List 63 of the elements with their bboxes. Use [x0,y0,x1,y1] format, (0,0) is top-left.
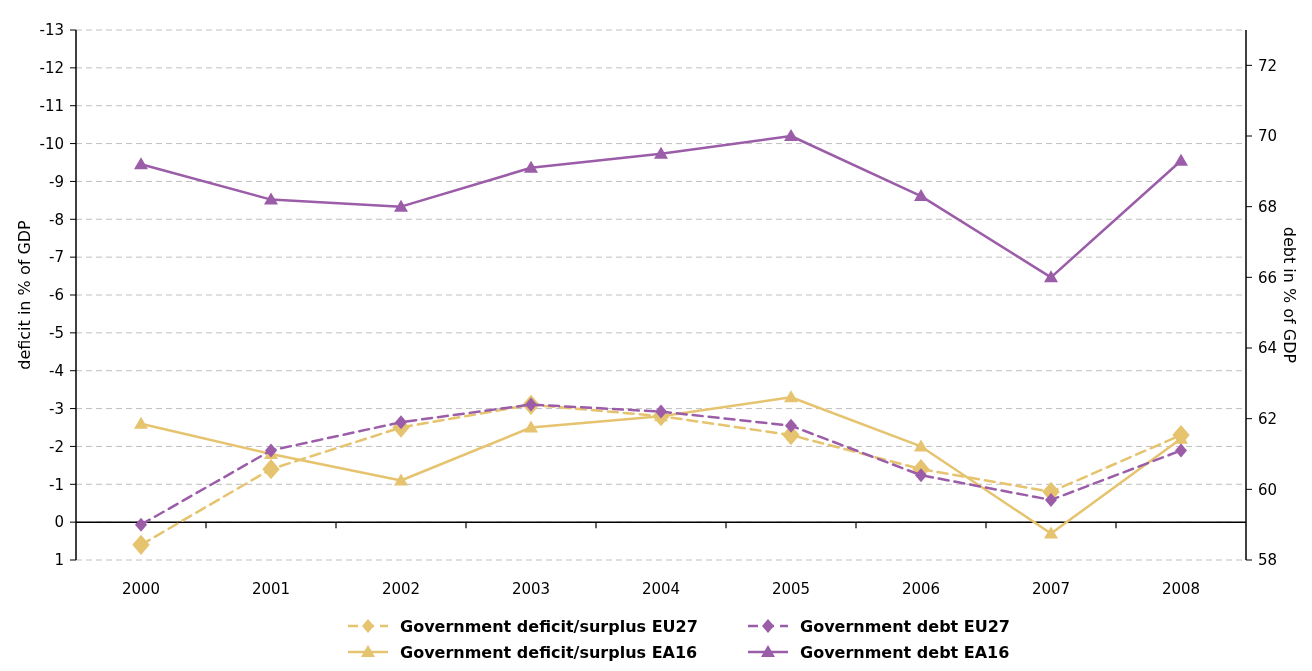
point [262,458,280,480]
point [132,534,150,556]
point [655,404,667,419]
y2-tick-label: 66 [1258,268,1278,287]
point [395,415,407,430]
x-tick-label: 2008 [1161,580,1201,598]
x-tick-label: 2007 [1031,580,1071,598]
point [915,468,927,483]
legend-label: Government deficit/surplus EA16 [400,642,698,662]
x-tick-label: 2005 [771,580,811,598]
x-tick-label: 2001 [251,580,291,598]
y-tick-label: -10 [39,134,64,153]
y2-tick-label: 72 [1258,56,1278,75]
point [654,146,668,159]
y-tick-label: 1 [54,551,64,570]
point [1044,270,1058,283]
y2-tick-label: 60 [1258,480,1278,499]
point [1174,153,1188,166]
point [914,439,928,452]
x-tick-label: 2004 [641,580,681,598]
point [784,129,798,141]
legend-label: Government debt EA16 [800,642,1010,662]
y-tick-label: -2 [49,437,64,456]
y-tick-label: -11 [39,96,64,115]
x-tick-label: 2006 [901,580,941,598]
y-tick-label: -7 [49,248,64,267]
point [265,443,277,458]
y-tick-label: -8 [49,210,64,229]
point [1044,526,1058,539]
y-tick-label: -6 [49,286,64,305]
point [524,420,538,433]
point [524,160,538,173]
x-tick-label: 2000 [121,580,161,598]
y-tick-label: -9 [49,172,64,191]
y-tick-label: -13 [39,21,64,40]
y-tick-label: -4 [49,361,64,380]
x-tick-label: 2003 [511,580,551,598]
point [784,390,798,403]
point [394,473,408,486]
y-axis-title: deficit in % of GDP [15,219,34,370]
y-tick-label: -5 [49,324,64,343]
legend-label: Government deficit/surplus EU27 [400,616,698,636]
y2-tick-label: 70 [1258,127,1278,146]
point [135,517,147,532]
point [394,199,408,212]
y2-axis-title: debt in % of GDP [1280,226,1299,364]
y-tick-label: -1 [49,475,64,494]
y-tick-label: -12 [39,59,64,78]
y2-tick-label: 58 [1258,551,1278,570]
point [914,189,928,202]
point [785,418,797,433]
y2-tick-label: 62 [1258,409,1278,428]
y2-tick-label: 68 [1258,197,1278,216]
x-tick-label: 2002 [381,580,421,598]
y-tick-label: -3 [49,399,64,418]
point [1175,443,1187,458]
point [134,157,148,170]
y2-tick-label: 64 [1258,339,1278,358]
y-tick-label: 0 [54,513,64,532]
legend-label: Government debt EU27 [800,616,1010,636]
point [134,416,148,429]
point [264,192,278,205]
point [1045,492,1057,507]
